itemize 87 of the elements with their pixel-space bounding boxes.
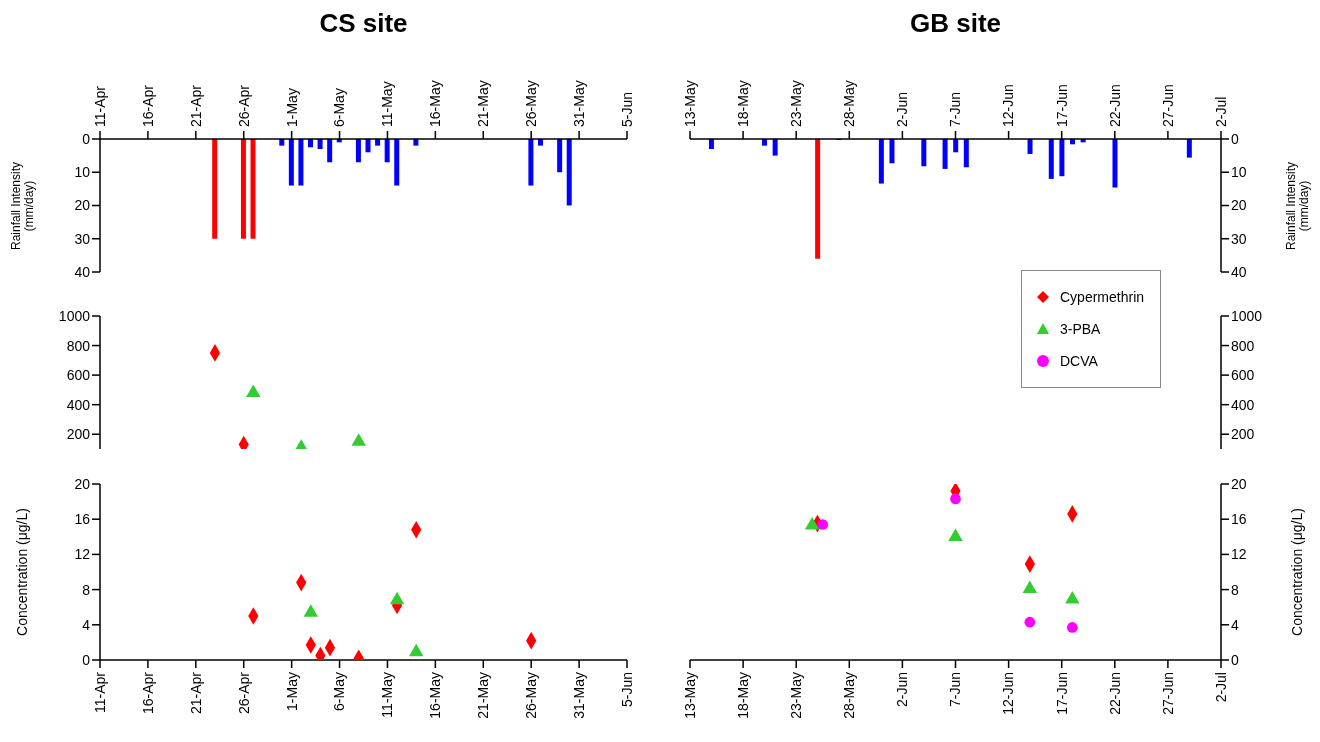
- y-tick-label: 800: [66, 337, 91, 354]
- x-tick-label: 13-May: [681, 80, 698, 127]
- y-tick-label: 40: [74, 263, 91, 280]
- y-tick-label: 0: [82, 651, 91, 668]
- x-tick-label: 1-May: [283, 672, 300, 711]
- x-tick-label: 1-May: [283, 88, 300, 127]
- x-tick-label: 11-Apr: [91, 671, 108, 713]
- x-tick-label: 2-Jul: [1212, 96, 1229, 127]
- y-tick-label: 20: [74, 197, 91, 214]
- x-tick-label: 23-May: [788, 672, 805, 719]
- x-tick-label: 18-May: [735, 672, 751, 719]
- x-tick-label: 11-May: [379, 672, 396, 718]
- y2-tick-label: 30: [1231, 230, 1247, 247]
- chart-title: CS site: [318, 8, 409, 39]
- legend-label: Cypermethrin: [1060, 289, 1145, 305]
- y2-tick-label: 10: [1231, 164, 1247, 181]
- x-tick-label: 7-Jun: [947, 672, 964, 708]
- y-tick-label: 1000: [58, 307, 91, 324]
- y-tick-label: 0: [82, 130, 91, 147]
- y2-tick-label: 4: [1231, 616, 1239, 633]
- x-tick-label: 6-May: [331, 672, 348, 711]
- y2-tick-label: 400: [1231, 396, 1255, 413]
- y-tick-label: 12: [74, 546, 91, 563]
- x-tick-label: 2-Jun: [894, 672, 911, 708]
- y-tick-label: 4: [82, 616, 91, 633]
- x-tick-label: 12-Jun: [1000, 672, 1017, 715]
- x-tick-label: 31-May: [570, 80, 587, 127]
- y2-tick-label: 200: [1231, 426, 1255, 443]
- y-tick-label: 600: [66, 367, 91, 384]
- x-tick-label: 16-Apr: [139, 84, 156, 127]
- y2-tick-label: 16: [1231, 511, 1247, 528]
- x-tick-label: 27-Jun: [1159, 84, 1176, 127]
- x-tick-label: 26-May: [523, 672, 540, 719]
- y2-tick-label: 0: [1231, 130, 1239, 147]
- y-axis-title: Concentration (μg/L): [13, 507, 32, 638]
- x-tick-label: 26-Apr: [235, 671, 252, 715]
- y-tick-label: 400: [66, 396, 91, 413]
- y2-tick-label: 40: [1231, 263, 1247, 280]
- x-tick-label: 13-May: [681, 672, 698, 719]
- y2-tick-label: 20: [1231, 475, 1247, 492]
- y-tick-label: 10: [74, 164, 91, 181]
- legend-label: DCVA: [1060, 353, 1098, 369]
- x-tick-label: 17-Jun: [1053, 84, 1070, 127]
- x-tick-label: 27-Jun: [1159, 672, 1176, 715]
- x-tick-label: 21-May: [475, 80, 492, 127]
- y-tick-label: 20: [74, 475, 91, 492]
- y2-tick-label: 600: [1231, 367, 1255, 384]
- x-tick-label: 2-Jun: [894, 91, 911, 127]
- x-tick-label: 28-May: [841, 80, 858, 127]
- y2-tick-label: 12: [1231, 546, 1247, 563]
- legend-label: 3-PBA: [1060, 321, 1101, 337]
- y2-axis-title: Concentration (μg/L): [1288, 507, 1307, 638]
- y-tick-label: 30: [74, 230, 91, 247]
- x-tick-label: 26-Apr: [235, 84, 252, 127]
- x-tick-label: 23-May: [788, 80, 805, 127]
- y-tick-label: 8: [82, 581, 91, 598]
- x-tick-label: 2-Jul: [1212, 672, 1229, 703]
- y2-tick-label: 800: [1231, 337, 1255, 354]
- y2-tick-label: 0: [1231, 651, 1239, 668]
- y-tick-label: 200: [66, 426, 91, 443]
- x-tick-label: 22-Jun: [1106, 84, 1123, 127]
- x-tick-label: 6-May: [331, 88, 348, 127]
- x-tick-label: 18-May: [735, 80, 751, 127]
- x-tick-label: 11-Apr: [91, 85, 108, 127]
- y2-tick-label: 20: [1231, 197, 1247, 214]
- x-tick-label: 26-May: [523, 80, 540, 127]
- x-tick-label: 12-Jun: [1000, 84, 1017, 127]
- y2-tick-label: 8: [1231, 581, 1239, 598]
- y-tick-label: 16: [74, 511, 91, 528]
- x-tick-label: 21-Apr: [187, 671, 204, 715]
- x-tick-label: 5-Jun: [618, 672, 635, 708]
- y-axis-title: Rainfall Intensity (mm/day): [7, 160, 37, 252]
- x-tick-label: 5-Jun: [618, 91, 635, 127]
- x-tick-label: 22-Jun: [1106, 672, 1123, 715]
- x-tick-label: 31-May: [570, 672, 587, 719]
- x-tick-label: 21-May: [475, 672, 492, 719]
- y2-axis-title: Rainfall Intensity (mm/day): [1282, 160, 1312, 252]
- chart-title: GB site: [909, 8, 1002, 39]
- x-tick-label: 17-Jun: [1053, 672, 1070, 715]
- x-tick-label: 16-Apr: [139, 671, 156, 715]
- y2-tick-label: 1000: [1231, 307, 1263, 324]
- x-tick-label: 21-Apr: [187, 84, 204, 127]
- x-tick-label: 7-Jun: [947, 91, 964, 127]
- x-tick-label: 16-May: [427, 80, 444, 127]
- x-tick-label: 16-May: [427, 672, 444, 719]
- x-tick-label: 28-May: [841, 672, 858, 719]
- x-tick-label: 11-May: [379, 81, 396, 127]
